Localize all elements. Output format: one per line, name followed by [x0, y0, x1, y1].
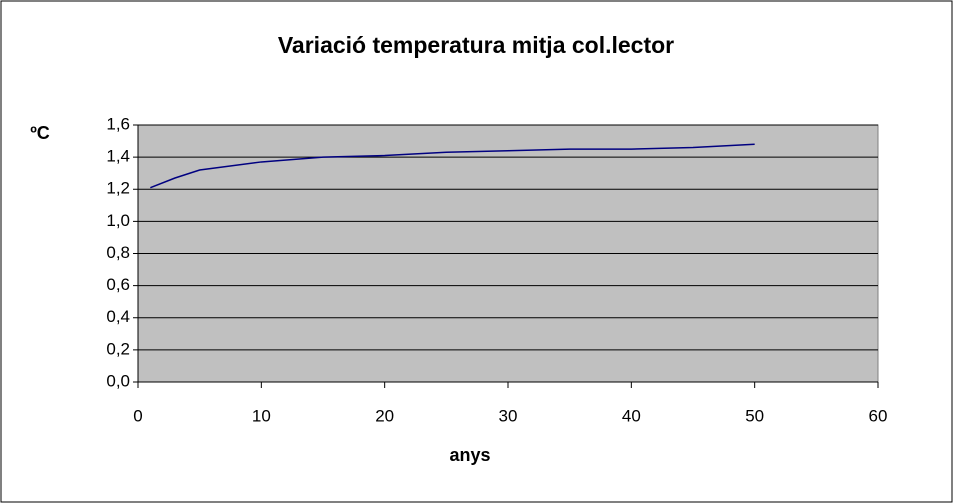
x-tick-label: 40: [622, 406, 641, 425]
y-tick-label: 0,2: [106, 339, 130, 358]
x-tick-label: 10: [252, 406, 271, 425]
y-tick-label: 1,2: [106, 179, 130, 198]
x-tick-label: 0: [133, 406, 142, 425]
y-tick-label: 1,4: [106, 147, 130, 166]
y-tick-label: 0,8: [106, 243, 130, 262]
data-line: [150, 143, 755, 189]
x-tick-label: 30: [499, 406, 518, 425]
y-tick-label: 0,0: [106, 371, 130, 390]
x-tick-label: 20: [375, 406, 394, 425]
y-tick-label: 0,6: [106, 275, 130, 294]
x-tick-label: 60: [869, 406, 888, 425]
y-axis-label: ºC: [30, 123, 50, 143]
y-tick-label: 0,4: [106, 307, 130, 326]
chart-title: Variació temperatura mitja col.lector: [278, 32, 674, 58]
y-tick-label: 1,6: [106, 114, 130, 133]
x-tick-label: 50: [745, 406, 764, 425]
x-axis-label: anys: [449, 445, 490, 465]
y-tick-label: 1,0: [106, 211, 130, 230]
